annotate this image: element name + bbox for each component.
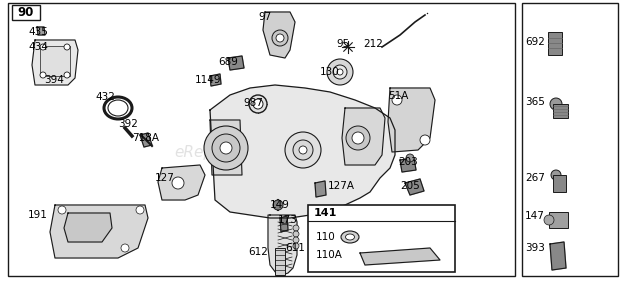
Circle shape [64,72,70,78]
Text: 173: 173 [278,215,298,225]
Circle shape [121,244,129,252]
Polygon shape [210,74,221,86]
Text: 149: 149 [270,200,290,210]
Circle shape [273,200,283,210]
Text: 90: 90 [18,6,34,19]
Bar [549,212,568,228]
Text: 110A: 110A [316,250,343,260]
Text: 718A: 718A [132,133,159,143]
Circle shape [299,146,307,154]
Polygon shape [263,12,295,58]
Circle shape [420,135,430,145]
Circle shape [333,65,347,79]
Polygon shape [280,216,288,232]
Circle shape [40,72,46,78]
Polygon shape [388,88,435,152]
Circle shape [346,126,370,150]
Polygon shape [315,181,326,197]
Circle shape [337,69,343,75]
Polygon shape [32,40,78,85]
Text: 394: 394 [44,75,64,85]
Polygon shape [400,158,416,172]
Polygon shape [268,215,297,275]
Circle shape [293,243,299,249]
Circle shape [136,206,144,214]
Polygon shape [360,248,440,265]
Text: 434: 434 [28,42,48,52]
Text: 689: 689 [218,57,238,67]
Circle shape [253,99,263,109]
Circle shape [40,44,46,50]
Bar [548,32,562,55]
Polygon shape [140,133,152,147]
Circle shape [285,132,321,168]
Ellipse shape [341,231,359,243]
Circle shape [220,142,232,154]
Polygon shape [50,205,148,258]
Text: 267: 267 [525,173,545,183]
Polygon shape [158,165,205,200]
Circle shape [293,237,299,243]
Bar [12,5,40,20]
Circle shape [392,95,402,105]
Circle shape [406,154,414,162]
Text: 692: 692 [525,37,545,47]
Circle shape [293,140,313,160]
Text: 191: 191 [28,210,48,220]
Polygon shape [550,242,566,270]
Text: 1149: 1149 [195,75,221,85]
Bar [522,3,618,276]
Bar [553,104,568,118]
Text: 612: 612 [248,247,268,257]
Text: 393: 393 [525,243,545,253]
Circle shape [550,98,562,110]
Bar [275,248,285,275]
Bar [40,46,70,76]
Text: 212: 212 [363,39,383,49]
Polygon shape [37,27,45,35]
Polygon shape [210,85,395,218]
Text: 147: 147 [525,211,545,221]
Text: 987: 987 [243,98,263,108]
Polygon shape [228,56,244,70]
Text: 432: 432 [95,92,115,102]
Circle shape [58,206,66,214]
Text: 127A: 127A [328,181,355,191]
Text: 205: 205 [400,181,420,191]
Circle shape [276,34,284,42]
Bar [308,205,455,272]
Circle shape [551,170,561,180]
Text: 97: 97 [258,12,272,22]
Text: 130: 130 [320,67,340,77]
Text: 141: 141 [314,208,337,218]
Text: 51A: 51A [388,91,409,101]
Circle shape [249,95,267,113]
Circle shape [544,215,554,225]
Polygon shape [342,108,385,165]
Bar [8,3,515,276]
Text: 611: 611 [285,243,305,253]
Text: 365: 365 [525,97,545,107]
Text: 203: 203 [398,157,418,167]
Circle shape [204,126,248,170]
Circle shape [64,44,70,50]
Text: 95: 95 [336,39,349,49]
Circle shape [272,30,288,46]
Circle shape [293,225,299,231]
Circle shape [293,231,299,237]
Circle shape [212,134,240,162]
Circle shape [327,59,353,85]
Text: 127: 127 [155,173,175,183]
Text: eReplacementParts.com: eReplacementParts.com [175,144,361,160]
Polygon shape [64,213,112,242]
Polygon shape [210,120,242,175]
Polygon shape [405,179,424,195]
Circle shape [352,132,364,144]
Text: 392: 392 [118,119,138,129]
Text: 435: 435 [28,27,48,37]
Ellipse shape [345,234,355,240]
Bar [553,175,566,192]
Circle shape [172,177,184,189]
Text: 110: 110 [316,232,336,242]
